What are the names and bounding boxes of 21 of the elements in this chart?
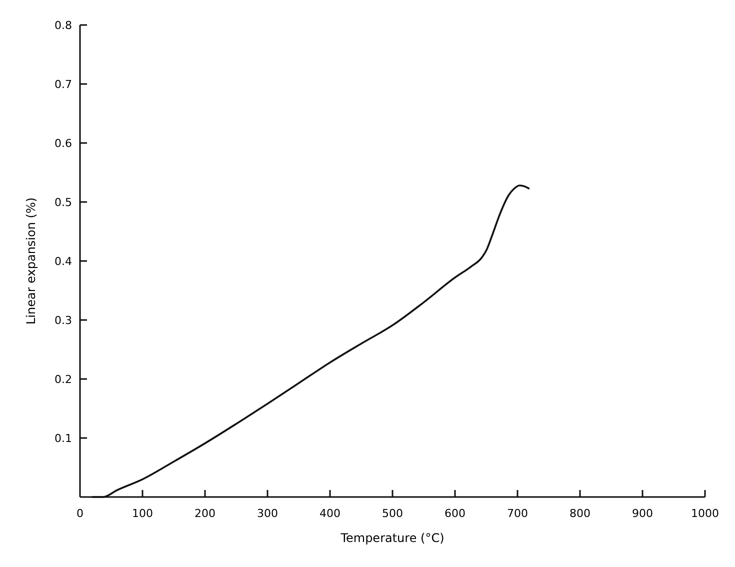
x-tick-label: 700: [507, 507, 528, 520]
y-axis-title: Linear expansion (%): [24, 197, 38, 325]
y-tick-label: 0.1: [54, 432, 72, 445]
x-tick-label: 900: [632, 507, 653, 520]
x-tick-label: 300: [257, 507, 278, 520]
x-tick-label: 1000: [691, 507, 719, 520]
x-tick-label: 600: [444, 507, 466, 520]
x-tick-label: 0: [76, 507, 84, 520]
x-tick-label: 100: [132, 507, 153, 520]
y-tick-label: 0.8: [54, 19, 72, 32]
x-tick-label: 400: [320, 507, 340, 520]
x-tick-label: 200: [194, 507, 216, 520]
x-axis-title: Temperature (°C): [340, 531, 444, 545]
x-tick-label: 500: [382, 507, 403, 520]
y-tick-label: 0.6: [54, 137, 72, 150]
y-tick-label: 0.3: [54, 314, 72, 327]
y-tick-label: 0.2: [54, 373, 72, 386]
x-tick-label: 800: [570, 507, 590, 520]
y-tick-label: 0.4: [54, 255, 72, 268]
y-tick-label: 0.5: [54, 196, 72, 209]
y-tick-label: 0.7: [54, 78, 72, 91]
